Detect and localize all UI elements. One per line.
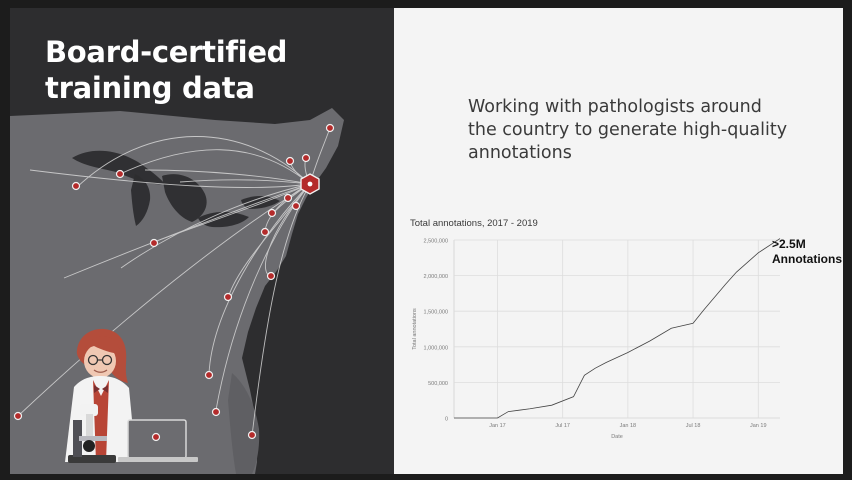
chart-y-axis-label: Total annotations bbox=[412, 308, 418, 350]
chart-x-axis-label: Date bbox=[611, 434, 623, 440]
callout-line-1: >2.5M bbox=[772, 237, 806, 251]
chart-y-tick-label: 2,000,000 bbox=[424, 274, 448, 280]
great-lake-superior bbox=[72, 150, 165, 185]
location-pin-icon bbox=[211, 407, 221, 417]
chart-x-tick-label: Jan 17 bbox=[489, 423, 506, 429]
network-line-6 bbox=[208, 183, 311, 375]
hub-icon bbox=[300, 173, 320, 195]
chart-title: Total annotations, 2017 - 2019 bbox=[410, 218, 538, 229]
location-pin-icon bbox=[223, 292, 233, 302]
chart-x-tick-label: Jul 18 bbox=[686, 423, 701, 429]
network-line-2 bbox=[119, 149, 311, 185]
intro-text: Working with pathologists around the cou… bbox=[468, 96, 808, 165]
chart-line-series bbox=[454, 238, 781, 419]
fringe bbox=[84, 336, 120, 354]
chart-y-tick-label: 2,500,000 bbox=[424, 239, 448, 245]
chart-y-tick-label: 1,500,000 bbox=[424, 310, 448, 316]
mouth bbox=[93, 369, 108, 373]
network-line-11 bbox=[179, 179, 311, 185]
chart-x-tick-label: Jan 18 bbox=[620, 423, 637, 429]
great-lake-michigan bbox=[131, 174, 151, 226]
callout-line-2: Annotations bbox=[772, 252, 842, 266]
annotation-callout: >2.5M Annotations bbox=[772, 237, 843, 267]
slide-title-line-2: training data bbox=[45, 71, 255, 105]
inner-shirt bbox=[93, 380, 109, 462]
chart-y-tick-label: 1,000,000 bbox=[424, 345, 448, 351]
chart-x-tick-label: Jan 19 bbox=[750, 423, 767, 429]
location-pin-icon bbox=[115, 169, 125, 179]
pathologist-illustration bbox=[65, 328, 198, 463]
map-land bbox=[10, 108, 344, 474]
location-pin-icon bbox=[285, 156, 295, 166]
location-pin-icon bbox=[325, 123, 335, 133]
location-pin-icon bbox=[291, 201, 301, 211]
network-line-18 bbox=[144, 169, 311, 185]
location-pin-icon bbox=[13, 411, 23, 421]
location-pin-icon bbox=[260, 227, 270, 237]
great-lake-erie bbox=[198, 211, 249, 228]
intro-line-1: Working with pathologists around bbox=[468, 97, 762, 117]
network-line-9 bbox=[17, 183, 311, 417]
left-illustration-panel: Board-certified training data bbox=[10, 8, 394, 474]
right-content-panel: Working with pathologists around the cou… bbox=[394, 8, 843, 474]
intro-line-3: annotations bbox=[468, 143, 572, 163]
network-line-19 bbox=[120, 183, 311, 269]
florida-shadow bbox=[228, 373, 260, 474]
location-pin-icon bbox=[283, 193, 293, 203]
location-pin-icon bbox=[266, 271, 276, 281]
location-pin-icon bbox=[204, 370, 214, 380]
location-pin-icon bbox=[267, 208, 277, 218]
face bbox=[84, 344, 116, 378]
chart-x-tick-label: Jul 17 bbox=[555, 423, 570, 429]
location-pin-icon bbox=[149, 238, 159, 248]
slide-title-line-1: Board-certified bbox=[45, 35, 288, 69]
network-line-1 bbox=[75, 136, 311, 189]
intro-line-2: the country to generate high-quality bbox=[468, 120, 788, 140]
laptop-icon bbox=[118, 419, 198, 462]
us-map-illustration bbox=[10, 108, 344, 474]
map-pins bbox=[13, 123, 335, 440]
location-pin-icon bbox=[247, 430, 257, 440]
location-pin-icon bbox=[301, 153, 311, 163]
location-pin-icon bbox=[71, 181, 81, 191]
annotations-line-chart: 0 500,000 1,000,000 1,500,000 2,000,000 2,500… bbox=[412, 238, 781, 440]
microscope-icon bbox=[68, 404, 116, 463]
chart-y-tick-label: 0 bbox=[445, 417, 448, 423]
network-line-10 bbox=[63, 183, 311, 279]
bow-tie bbox=[94, 385, 108, 393]
chart-y-tick-label: 500,000 bbox=[428, 381, 448, 387]
slide-title: Board-certified training data bbox=[45, 34, 287, 106]
network-line-20 bbox=[29, 169, 311, 188]
